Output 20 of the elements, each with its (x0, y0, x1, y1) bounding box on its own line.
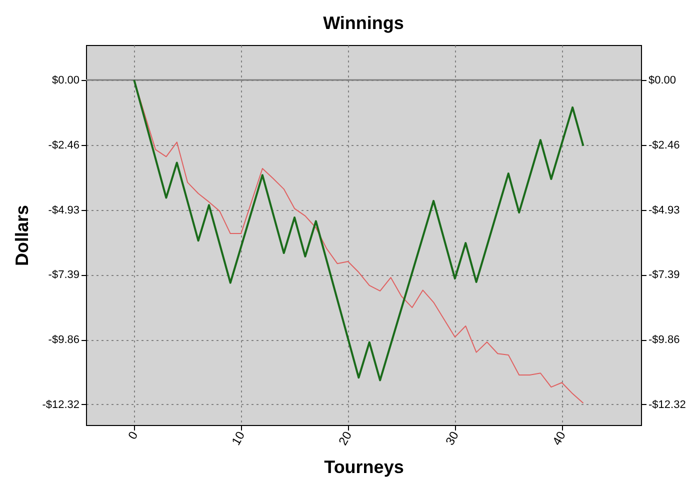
y-tick-label: $0.00 (52, 74, 80, 87)
y2-tick-label: -$9.86 (648, 334, 680, 346)
y-axis-title: Dollars (12, 204, 32, 266)
y2-tick-label: -$12.32 (648, 398, 686, 411)
y-tick-label: -$4.93 (48, 204, 80, 216)
x-axis-title: Tourneys (324, 457, 404, 478)
chart-title: Winnings (323, 13, 404, 33)
y2-tick-label: -$2.46 (648, 139, 680, 152)
y-tick-label: -$2.46 (48, 139, 80, 152)
x-tick-label: 30 (442, 428, 462, 448)
y-tick-label: -$7.39 (48, 269, 80, 282)
y-tick-label: -$12.32 (42, 398, 80, 411)
y2-tick-label: $0.00 (648, 74, 676, 87)
y2-tick-label: -$7.39 (648, 269, 680, 282)
x-tick-label: 40 (550, 428, 569, 448)
y2-tick-label: -$4.93 (648, 204, 680, 216)
x-tick-label: 0 (125, 428, 141, 442)
x-tick-label: 10 (228, 428, 248, 448)
y-tick-label: -$9.86 (48, 334, 80, 346)
x-tick-label: 20 (336, 428, 355, 448)
